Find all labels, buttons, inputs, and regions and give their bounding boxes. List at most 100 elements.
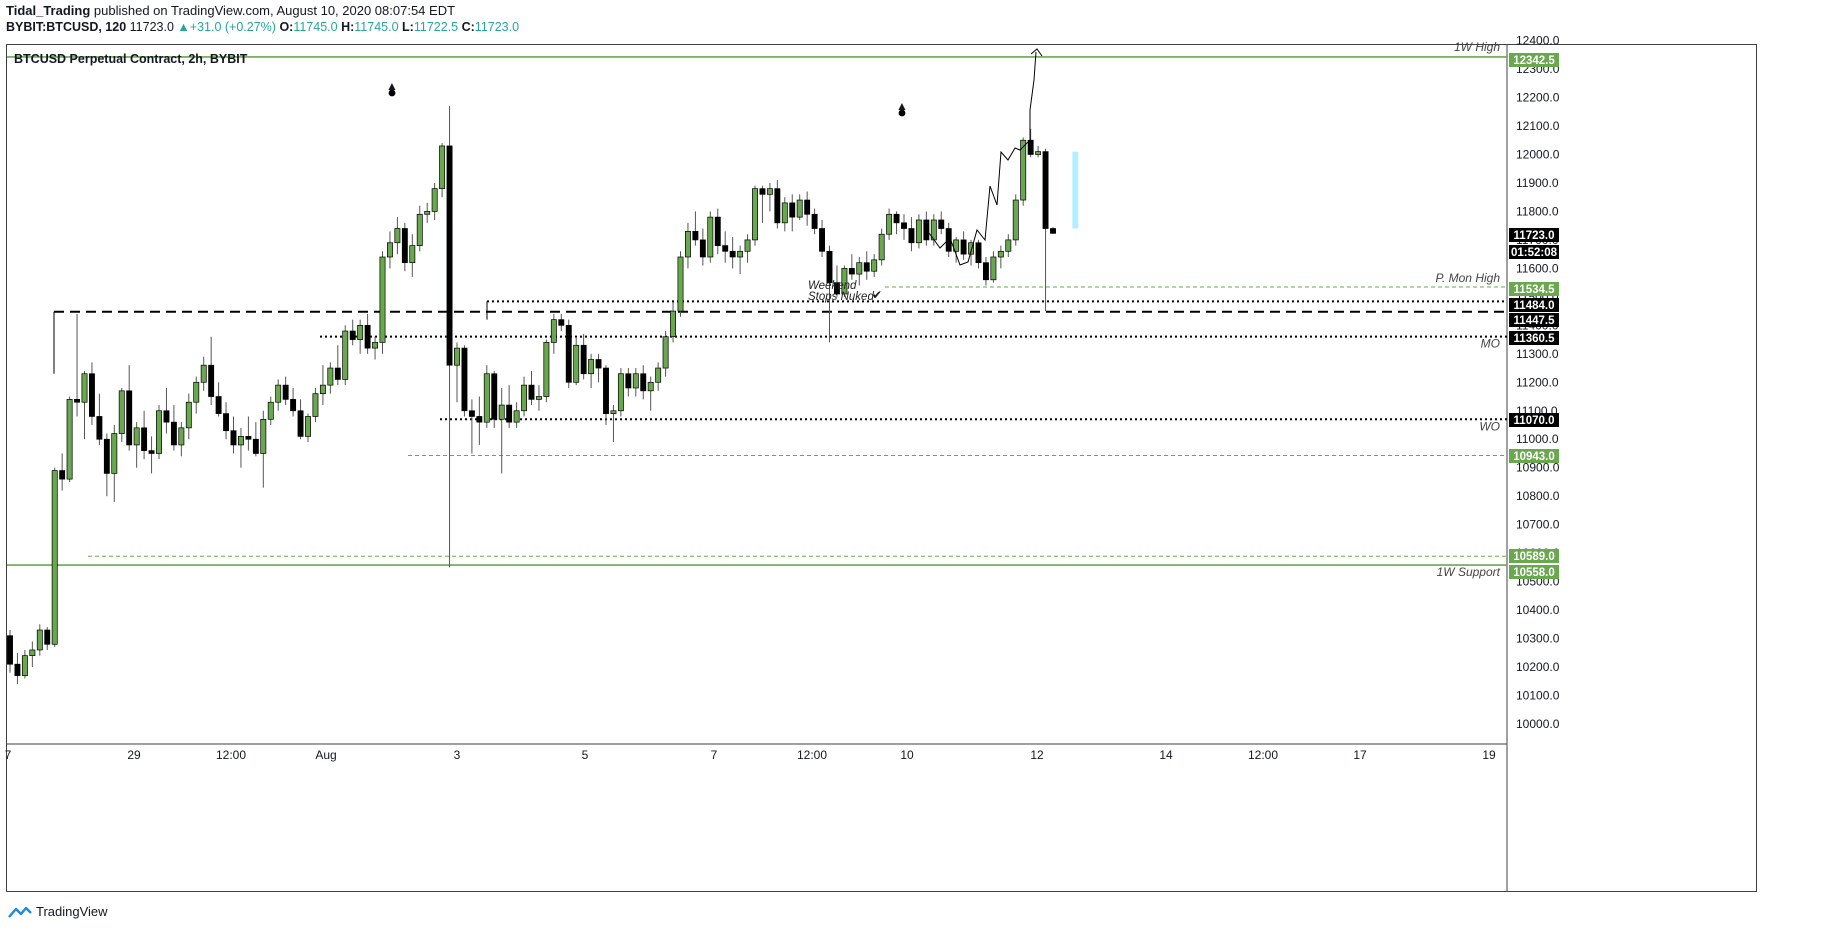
- bear-candle[interactable]: [88, 373, 95, 417]
- bear-candle[interactable]: [595, 359, 602, 369]
- bear-candle[interactable]: [506, 404, 513, 423]
- bear-candle[interactable]: [938, 219, 945, 229]
- bull-candle[interactable]: [1005, 239, 1012, 252]
- bull-candle[interactable]: [997, 250, 1004, 258]
- bear-candle[interactable]: [446, 145, 453, 366]
- bull-candle[interactable]: [424, 211, 431, 215]
- bull-candle[interactable]: [118, 390, 125, 434]
- bear-candle[interactable]: [908, 228, 915, 244]
- bull-candle[interactable]: [968, 242, 975, 255]
- bull-candle[interactable]: [588, 359, 595, 375]
- bull-candle[interactable]: [51, 470, 58, 645]
- bear-candle[interactable]: [848, 268, 855, 275]
- bull-candle[interactable]: [439, 145, 446, 190]
- bear-candle[interactable]: [699, 239, 706, 258]
- bull-candle[interactable]: [81, 373, 88, 403]
- bull-candle[interactable]: [953, 239, 960, 252]
- bear-candle[interactable]: [14, 663, 21, 676]
- bear-candle[interactable]: [923, 219, 930, 241]
- bull-candle[interactable]: [781, 202, 788, 224]
- bear-candle[interactable]: [297, 410, 304, 437]
- bear-candle[interactable]: [774, 188, 781, 224]
- bear-candle[interactable]: [148, 450, 155, 454]
- bull-candle[interactable]: [796, 199, 803, 218]
- bull-candle[interactable]: [498, 404, 505, 420]
- bull-candle[interactable]: [856, 262, 863, 275]
- bull-candle[interactable]: [66, 399, 73, 480]
- bull-candle[interactable]: [238, 436, 244, 446]
- bear-candle[interactable]: [290, 399, 297, 412]
- bull-candle[interactable]: [416, 213, 423, 246]
- bull-candle[interactable]: [670, 310, 677, 338]
- bear-candle[interactable]: [364, 324, 371, 349]
- bull-candle[interactable]: [841, 268, 848, 295]
- bull-candle[interactable]: [737, 250, 744, 258]
- bull-candle[interactable]: [357, 324, 364, 340]
- bear-candle[interactable]: [975, 242, 982, 264]
- bull-candle[interactable]: [275, 384, 282, 403]
- bear-candle[interactable]: [401, 228, 408, 264]
- bull-candle[interactable]: [632, 373, 639, 389]
- bull-candle[interactable]: [483, 373, 490, 423]
- bull-candle[interactable]: [178, 427, 185, 446]
- bear-candle[interactable]: [170, 421, 177, 446]
- bull-candle[interactable]: [871, 259, 878, 272]
- author-name[interactable]: Tidal_Trading: [6, 3, 91, 18]
- bear-candle[interactable]: [528, 384, 535, 400]
- bull-candle[interactable]: [610, 410, 617, 414]
- bear-candle[interactable]: [491, 373, 498, 420]
- bear-candle[interactable]: [282, 384, 289, 400]
- bear-candle[interactable]: [7, 635, 13, 665]
- bull-candle[interactable]: [573, 344, 580, 383]
- bear-candle[interactable]: [759, 188, 766, 195]
- bull-candle[interactable]: [1020, 139, 1027, 201]
- bear-candle[interactable]: [625, 373, 632, 389]
- bear-candle[interactable]: [334, 367, 341, 380]
- bull-candle[interactable]: [744, 239, 751, 252]
- bear-candle[interactable]: [789, 202, 796, 218]
- bear-candle[interactable]: [1050, 228, 1056, 234]
- bear-candle[interactable]: [163, 410, 170, 423]
- bear-candle[interactable]: [96, 416, 103, 440]
- bull-candle[interactable]: [327, 367, 334, 386]
- bull-candle[interactable]: [655, 367, 662, 383]
- bear-candle[interactable]: [103, 438, 110, 474]
- bear-candle[interactable]: [804, 199, 811, 215]
- bear-candle[interactable]: [215, 396, 222, 414]
- footer-brand[interactable]: TradingView: [36, 904, 108, 919]
- bull-candle[interactable]: [312, 393, 319, 417]
- bull-candle[interactable]: [617, 373, 624, 412]
- bull-candle[interactable]: [342, 330, 349, 380]
- bear-candle[interactable]: [468, 410, 475, 417]
- bear-candle[interactable]: [208, 364, 215, 397]
- bear-candle[interactable]: [960, 239, 967, 255]
- bull-candle[interactable]: [886, 213, 893, 235]
- bear-candle[interactable]: [1042, 151, 1049, 229]
- bear-candle[interactable]: [714, 216, 721, 246]
- bear-candle[interactable]: [692, 231, 699, 241]
- bull-candle[interactable]: [260, 418, 267, 454]
- bull-candle[interactable]: [677, 256, 684, 312]
- bull-candle[interactable]: [684, 231, 691, 258]
- bear-candle[interactable]: [893, 213, 900, 224]
- bear-candle[interactable]: [722, 245, 729, 252]
- bull-candle[interactable]: [133, 427, 140, 446]
- bull-candle[interactable]: [36, 629, 43, 651]
- bull-candle[interactable]: [111, 433, 118, 474]
- bull-candle[interactable]: [394, 228, 401, 244]
- bull-candle[interactable]: [29, 649, 36, 657]
- bear-candle[interactable]: [59, 470, 66, 480]
- bull-candle[interactable]: [21, 655, 28, 676]
- bear-candle[interactable]: [580, 344, 587, 375]
- bear-candle[interactable]: [811, 213, 818, 229]
- bull-candle[interactable]: [647, 381, 654, 392]
- bull-candle[interactable]: [521, 384, 528, 412]
- bull-candle[interactable]: [662, 336, 669, 369]
- bear-candle[interactable]: [223, 413, 229, 432]
- bear-candle[interactable]: [1027, 139, 1034, 155]
- bull-candle[interactable]: [878, 233, 885, 261]
- bear-candle[interactable]: [349, 330, 356, 340]
- bull-candle[interactable]: [454, 347, 460, 366]
- bull-candle[interactable]: [372, 342, 379, 349]
